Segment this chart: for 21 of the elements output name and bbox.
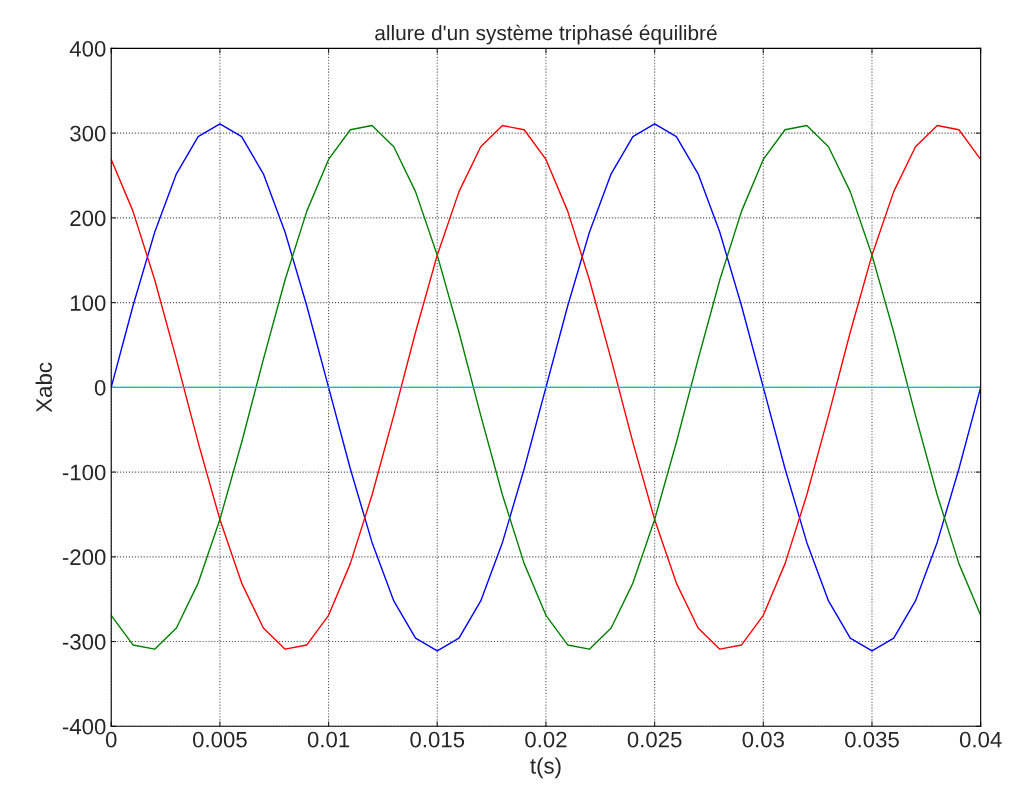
x-tick-label: 0.03 (742, 731, 784, 748)
x-tick-label: 0.01 (307, 731, 350, 748)
x-tick-label: 0.005 (192, 731, 247, 748)
y-tick-label: -200 (62, 549, 106, 566)
y-tick-label: 100 (70, 295, 106, 311)
y-tick-label: 0 (94, 379, 106, 396)
x-tick-label: 0.02 (525, 731, 567, 748)
x-tick-label: 0.04 (959, 731, 1002, 748)
y-axis-title: Xabc (35, 362, 52, 413)
x-axis-title: t(s) (530, 757, 561, 779)
y-tick-label: -100 (62, 464, 106, 481)
y-tick-label: -400 (62, 718, 106, 735)
y-tick-label: -300 (62, 634, 106, 650)
x-tick-label: 0 (105, 731, 117, 748)
x-tick-label: 0.015 (410, 731, 465, 748)
y-tick-label: 400 (69, 40, 106, 57)
y-tick-label: 200 (70, 210, 106, 227)
chart-title: allure d'un système triphasé équilibré (375, 24, 717, 45)
x-tick-label: 0.025 (627, 731, 682, 748)
y-tick-label: 300 (70, 125, 106, 142)
x-tick-label: 0.035 (845, 731, 899, 748)
